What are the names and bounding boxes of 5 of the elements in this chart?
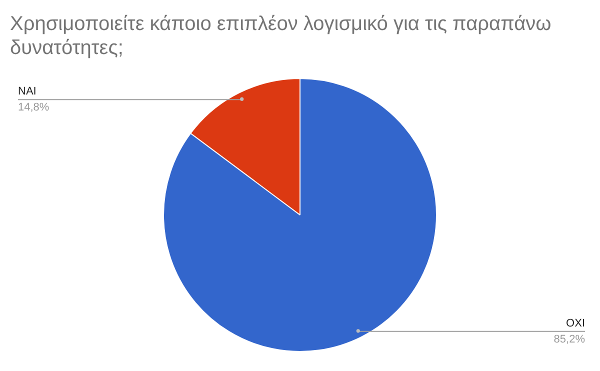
data-label: 14,8% bbox=[18, 102, 50, 114]
data-label: 85,2% bbox=[554, 333, 586, 346]
slice-label: OXI bbox=[566, 317, 585, 330]
chart-title: Χρησιμοποιείτε κάποιο επιπλέον λογισμικό για τις παραπάνω δυνατότητες; bbox=[10, 12, 552, 60]
slice-label: NAI bbox=[18, 86, 36, 98]
